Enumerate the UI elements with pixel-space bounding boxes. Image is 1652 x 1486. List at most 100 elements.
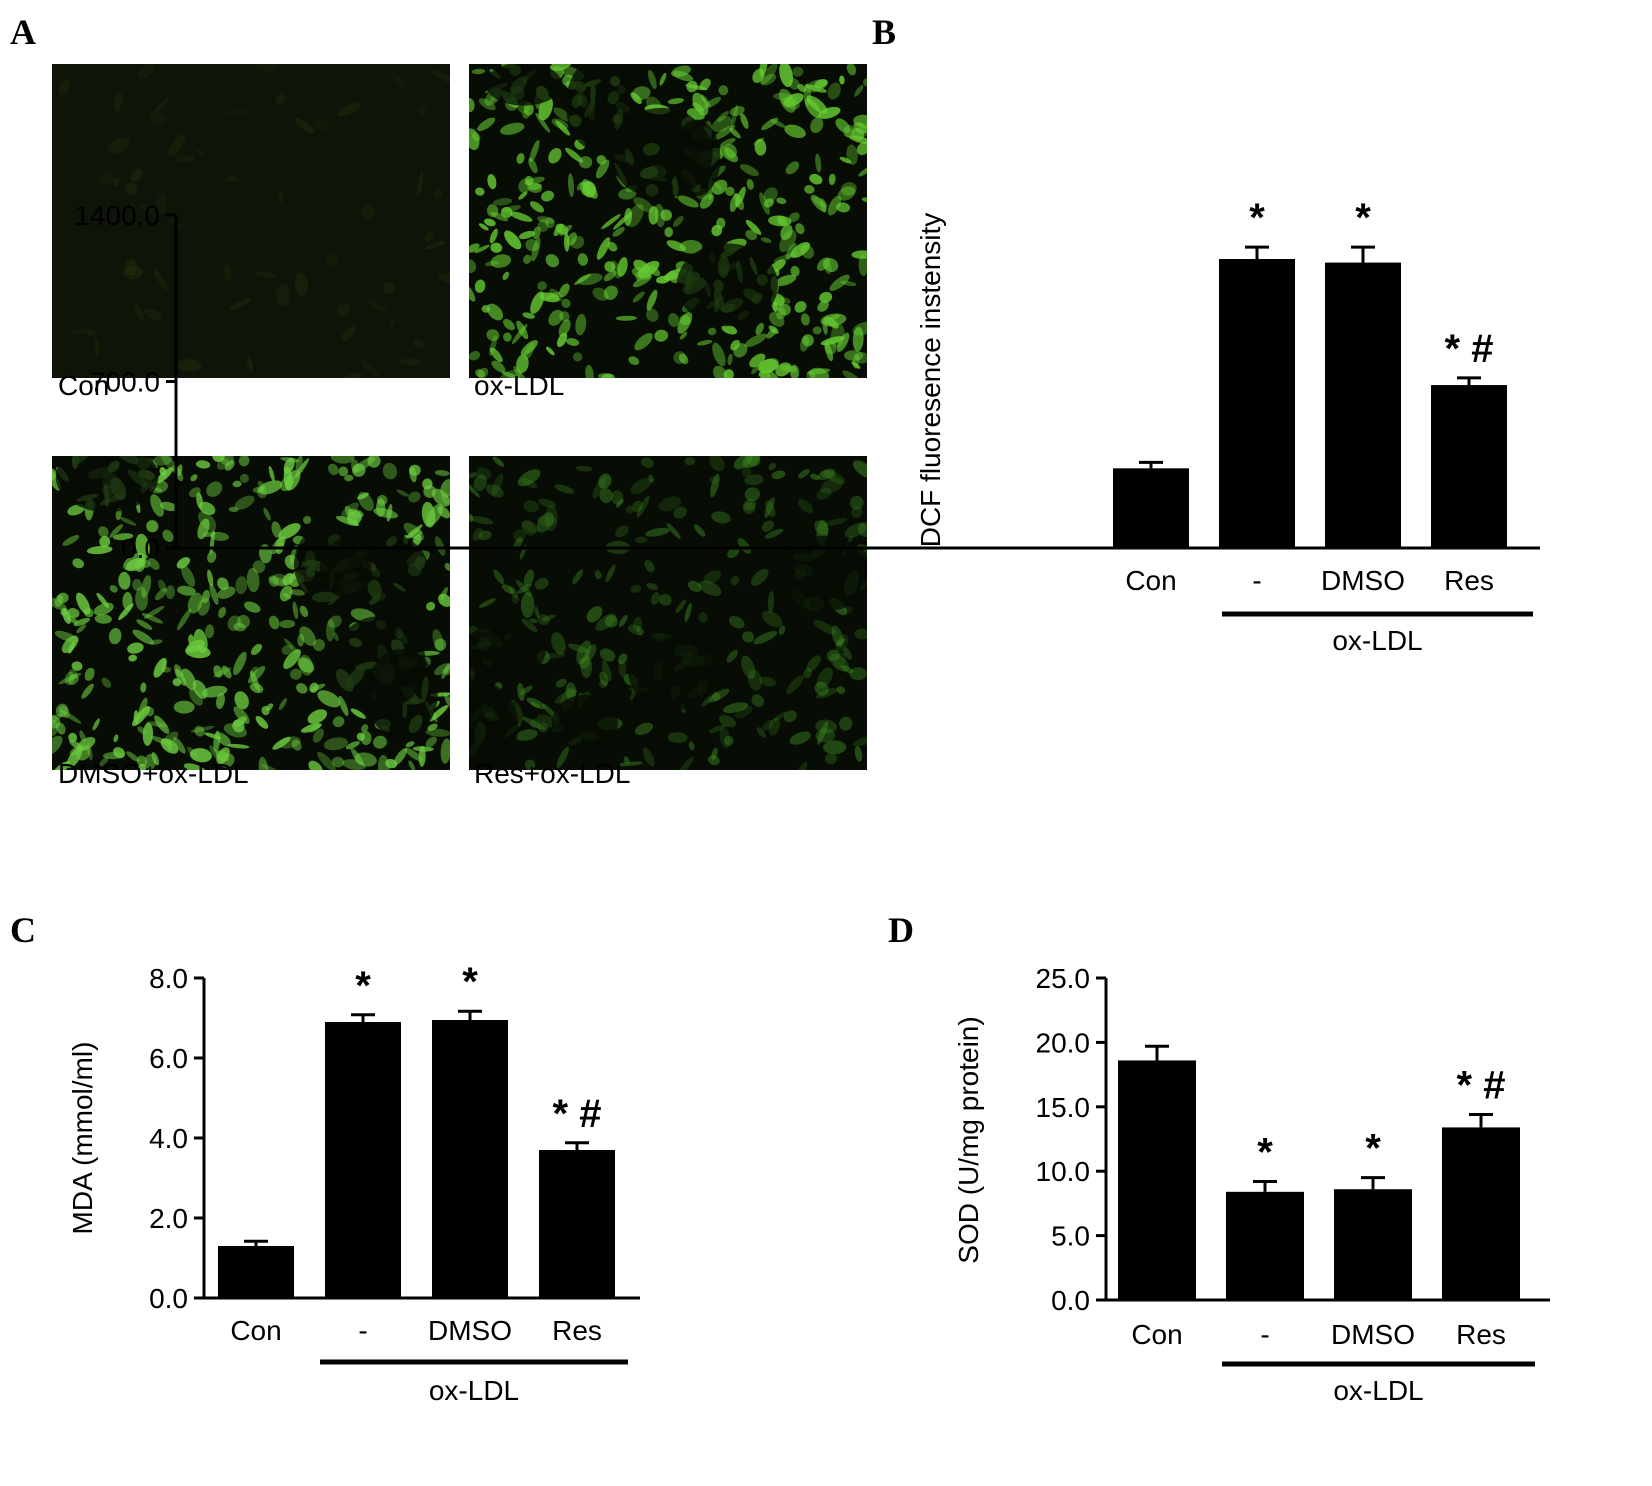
cell-blob <box>503 332 512 342</box>
cell-blob <box>526 697 546 710</box>
cell-blob <box>709 724 726 734</box>
cell-blob <box>161 666 171 673</box>
cell-blob <box>262 764 281 770</box>
cell-blob <box>76 624 86 634</box>
cell-blob <box>679 331 688 340</box>
bar <box>432 1020 508 1298</box>
cell-blob <box>408 760 416 770</box>
cell-blob <box>523 569 535 587</box>
y-tick-label: 25.0 <box>1036 963 1091 994</box>
cell-blob <box>357 492 369 500</box>
cell-blob <box>176 359 202 372</box>
cell-blob <box>189 748 212 763</box>
cell-blob <box>360 358 380 378</box>
cell-blob <box>491 473 504 496</box>
cell-blob <box>404 524 423 541</box>
cell-blob <box>52 719 59 737</box>
cell-blob <box>556 746 569 768</box>
cell-blob <box>153 98 170 114</box>
cell-blob <box>404 747 424 762</box>
cell-blob <box>842 370 862 378</box>
cell-blob <box>854 85 864 97</box>
cell-blob <box>471 68 486 75</box>
cell-blob <box>352 463 366 477</box>
cell-blob <box>476 467 491 480</box>
cell-blob <box>181 565 196 587</box>
cell-blob <box>291 739 302 751</box>
cell-blob <box>579 156 593 169</box>
cell-blob <box>771 470 786 480</box>
bar <box>1219 259 1295 548</box>
cell-blob <box>272 736 291 750</box>
cell-blob <box>753 630 778 645</box>
cell-blob <box>824 316 839 329</box>
cell-blob <box>599 488 613 504</box>
cell-blob <box>275 537 285 555</box>
cell-blob <box>631 267 652 280</box>
cell-blob <box>750 568 769 586</box>
cell-blob <box>604 615 618 628</box>
cell-blob <box>102 751 124 760</box>
cell-blob <box>664 227 674 238</box>
cell-blob <box>810 473 820 481</box>
cell-blob <box>233 622 246 632</box>
cell-blob <box>559 224 573 236</box>
cell-blob <box>132 629 154 645</box>
cell-blob <box>531 237 541 262</box>
cell-blob <box>806 655 821 672</box>
cell-blob <box>234 495 255 510</box>
cell-blob <box>389 70 408 90</box>
cell-blob <box>57 592 69 604</box>
cell-blob <box>109 585 118 593</box>
cell-blob <box>596 237 611 260</box>
cell-blob <box>405 741 415 748</box>
cell-blob <box>817 468 836 481</box>
group-label: ox-LDL <box>429 1375 519 1406</box>
cell-blob <box>338 695 349 717</box>
cell-blob <box>227 743 250 749</box>
cell-blob <box>627 624 645 636</box>
cell-blob <box>857 522 867 538</box>
cell-blob <box>611 490 624 505</box>
cell-blob <box>603 270 617 282</box>
cell-blob <box>584 644 597 661</box>
cell-blob <box>70 327 91 336</box>
cell-blob <box>785 243 797 260</box>
cell-blob <box>434 189 443 199</box>
cell-blob <box>845 127 867 139</box>
cell-blob <box>852 735 867 747</box>
cell-blob <box>218 607 227 618</box>
cell-blob <box>176 154 196 163</box>
cell-blob <box>535 112 551 133</box>
cell-blob <box>168 134 186 156</box>
dark-void <box>773 535 867 612</box>
cell-blob <box>500 206 513 218</box>
cell-blob <box>428 705 449 722</box>
cell-blob <box>795 223 805 235</box>
cell-blob <box>742 456 760 469</box>
cell-blob <box>308 760 323 770</box>
micrograph-con <box>52 64 450 378</box>
cell-blob <box>635 271 642 282</box>
cell-blob <box>704 96 722 109</box>
cell-blob <box>565 147 584 163</box>
cell-blob <box>160 456 179 474</box>
cell-blob <box>820 198 827 213</box>
cell-blob <box>99 756 109 767</box>
cell-blob <box>647 265 661 277</box>
cell-blob <box>735 186 746 208</box>
cell-blob <box>530 718 541 729</box>
cell-blob <box>434 536 446 556</box>
cell-blob <box>472 527 483 541</box>
cell-blob <box>776 307 786 320</box>
cell-blob <box>233 706 250 724</box>
cell-blob <box>835 634 849 652</box>
cell-blob <box>187 592 203 614</box>
cell-blob <box>376 498 386 517</box>
cell-blob <box>107 137 130 154</box>
cell-blob <box>523 500 539 513</box>
cell-blob <box>719 727 731 749</box>
x-tick-label: Con <box>230 1315 281 1346</box>
cell-blob <box>478 98 496 111</box>
cell-blob <box>250 643 263 655</box>
